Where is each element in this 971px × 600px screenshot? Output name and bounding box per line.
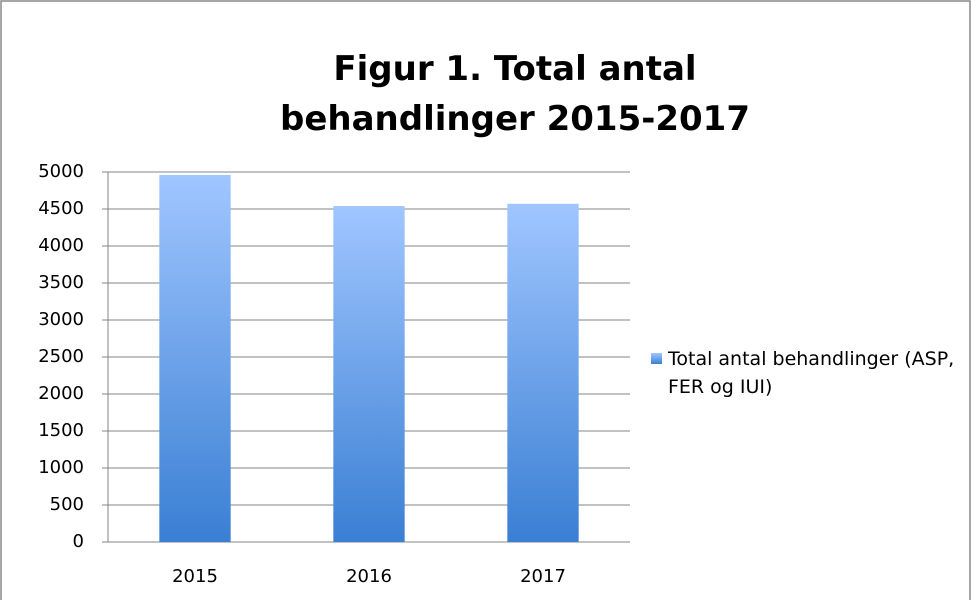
chart-title: Figur 1. Total antal behandlinger 2015-2…: [280, 49, 750, 139]
legend-swatch: [651, 353, 662, 364]
bar: [159, 174, 231, 542]
y-tick-label: 4000: [38, 235, 84, 256]
y-tick-label: 1500: [38, 420, 84, 441]
y-tick-label: 2000: [38, 383, 84, 404]
y-tick-label: 500: [50, 494, 84, 515]
bar: [507, 203, 579, 542]
x-tick-label: 2015: [172, 566, 218, 587]
y-tick-label: 3000: [38, 309, 84, 330]
legend-label: Total antal behandlinger (ASP, FER og IU…: [668, 348, 955, 398]
x-tick-label: 2016: [346, 566, 392, 587]
y-tick-label: 4500: [38, 198, 84, 219]
y-tick-label: 5000: [38, 161, 84, 182]
x-tick-label: 2017: [520, 566, 566, 587]
y-tick-label: 2500: [38, 346, 84, 367]
y-tick-label: 0: [73, 531, 84, 552]
y-tick-label: 3500: [38, 272, 84, 293]
y-tick-label: 1000: [38, 457, 84, 478]
bar: [333, 206, 405, 543]
